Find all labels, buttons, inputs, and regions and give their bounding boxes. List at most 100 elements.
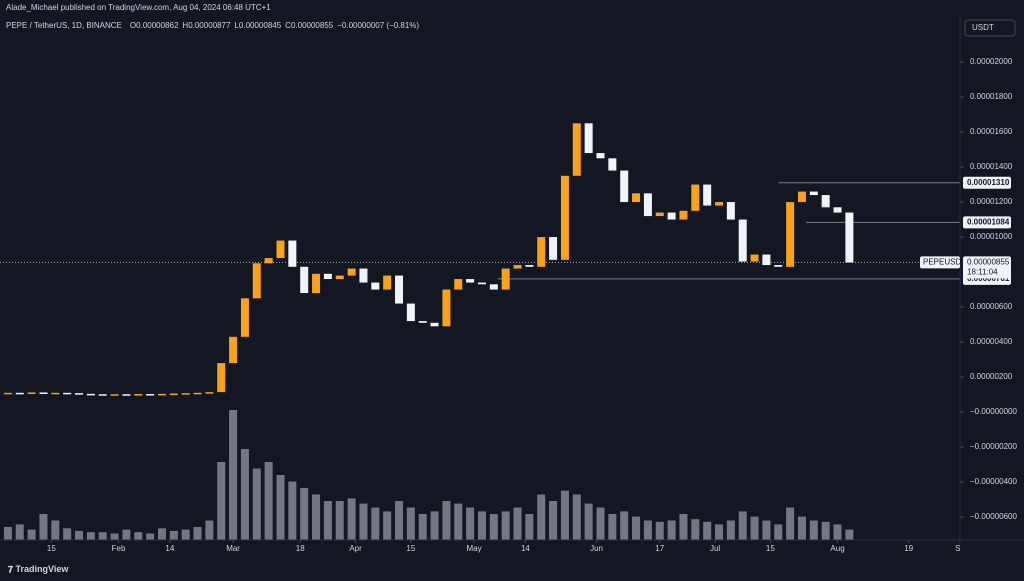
volume-bar — [762, 520, 771, 540]
volume-bar — [525, 514, 534, 540]
volume-bar — [229, 410, 238, 540]
volume-bar — [833, 524, 842, 540]
x-tick-label: Aug — [830, 544, 844, 553]
candle — [276, 240, 285, 259]
y-tick-label: 0.00001400 — [970, 162, 1013, 171]
candle — [240, 298, 249, 337]
candle — [845, 212, 854, 263]
ohlc-value: 0.00000845 — [239, 21, 282, 30]
volume-bar — [146, 533, 155, 540]
y-tick-label: 0.00001200 — [970, 197, 1013, 206]
candle — [679, 210, 688, 220]
volume-bar — [632, 516, 641, 540]
volume-bar — [679, 514, 688, 540]
y-tick-label: 0.00001000 — [970, 232, 1013, 241]
volume-bar — [323, 501, 332, 540]
volume-bar — [86, 532, 95, 540]
ohlc-key: C — [285, 21, 291, 30]
volume-bar — [750, 516, 759, 540]
volume-bar — [454, 503, 463, 540]
volume-bar — [655, 521, 664, 540]
candle — [430, 322, 439, 327]
candle — [513, 265, 522, 269]
candle — [39, 392, 48, 394]
x-tick-label: 15 — [766, 544, 775, 553]
candle — [477, 282, 486, 285]
ohlc-key: H — [182, 21, 188, 30]
candle — [786, 202, 795, 267]
y-tick-label: 0.00000200 — [970, 372, 1013, 381]
volume-bar — [169, 530, 178, 540]
volume-bar — [797, 516, 806, 540]
candle — [169, 393, 178, 396]
volume-bar — [845, 529, 854, 540]
level-label-box — [963, 216, 1011, 229]
volume-bar — [3, 527, 12, 540]
symbol: PEPE / TetherUS, 1D, BINANCE — [6, 21, 122, 30]
level-label: 0.00001310 — [967, 178, 1010, 187]
y-tick-label: 0.00000600 — [970, 302, 1013, 311]
candle — [347, 268, 356, 276]
candle — [797, 191, 806, 203]
volume-bar — [371, 507, 380, 540]
candle — [655, 212, 664, 217]
candle — [86, 393, 95, 396]
volume-bar — [489, 514, 498, 540]
change: −0.00000007 (−0.81%) — [337, 21, 419, 30]
volume-bar — [276, 475, 285, 540]
candle — [15, 392, 24, 395]
volume-bar — [477, 511, 486, 540]
volume-bar — [821, 521, 830, 540]
y-tick-label: 0.00001800 — [970, 92, 1013, 101]
y-tick-label: −0.00000200 — [970, 442, 1017, 451]
candle — [371, 282, 380, 290]
candle — [466, 279, 475, 283]
candle — [383, 275, 392, 290]
volume-bar — [691, 519, 700, 540]
x-tick-label: Mar — [226, 544, 240, 553]
volume-bar — [205, 520, 214, 540]
volume-bar — [560, 490, 569, 540]
last-price-box — [963, 256, 1011, 279]
countdown: 18:11:04 — [967, 268, 998, 277]
candle — [122, 394, 131, 396]
candle — [98, 394, 107, 396]
candle — [323, 273, 332, 280]
candle — [134, 394, 143, 396]
volume-bar — [122, 529, 131, 540]
candle — [809, 191, 818, 196]
candle — [217, 363, 226, 393]
candle — [833, 207, 842, 213]
x-tick-label: 14 — [165, 544, 174, 553]
volume-bar — [418, 514, 427, 540]
candle — [252, 263, 261, 299]
volume-bar — [240, 449, 249, 540]
volume-bar — [217, 462, 226, 540]
volume-bar — [264, 462, 273, 540]
volume-bar — [98, 532, 107, 540]
legend: PEPE / TetherUS, 1D, BINANCE O0.00000862 H… — [6, 21, 419, 30]
x-tick-label: 18 — [296, 544, 305, 553]
candle — [312, 273, 321, 294]
volume-bar — [501, 511, 510, 540]
volume-bar — [395, 501, 404, 540]
candle — [264, 258, 273, 264]
ohlc-value: 0.00000877 — [188, 21, 231, 30]
candle — [750, 254, 759, 262]
y-tick-label: −0.00000600 — [970, 512, 1017, 521]
brand-name: TradingView — [16, 564, 70, 574]
candle — [146, 394, 155, 396]
candle — [181, 393, 190, 395]
volume-bar — [572, 494, 581, 540]
candle — [667, 212, 676, 220]
candle — [489, 284, 498, 290]
candle — [442, 289, 451, 327]
volume-bar — [15, 524, 24, 540]
x-tick-label: May — [467, 544, 482, 553]
volume-bar — [584, 503, 593, 540]
currency-button[interactable] — [964, 19, 1016, 37]
volume-bar — [193, 527, 202, 540]
ohlc-key: O — [130, 21, 136, 30]
volume-bar — [300, 488, 309, 540]
